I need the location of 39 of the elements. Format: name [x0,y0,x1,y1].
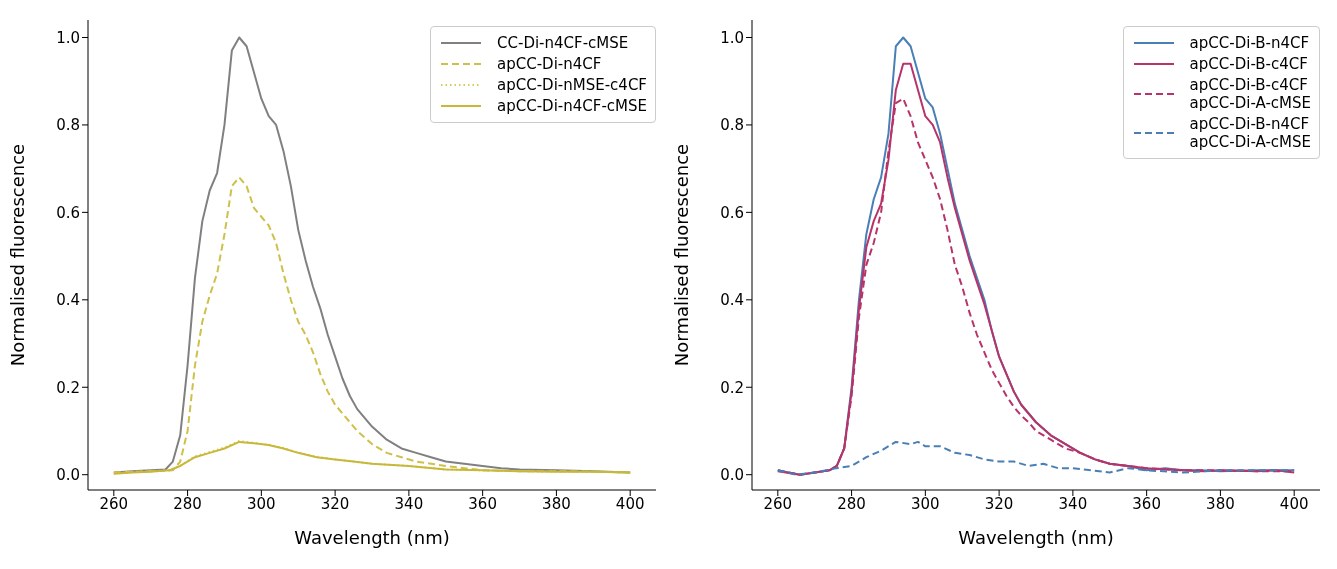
legend-label: apCC-Di-nMSE-c4CF [497,76,647,94]
x-tick-label: 300 [911,494,940,513]
y-tick-label: 0.8 [720,116,744,135]
y-tick-label: 0.8 [56,116,80,135]
y-axis-title: Normalised fluorescence [7,143,29,367]
y-tick-label: 0.0 [56,466,80,485]
legend-label: apCC-Di-B-n4CF [1189,34,1310,52]
legend-label: apCC-Di-n4CF-cMSE [497,97,647,115]
y-tick-label: 0.4 [720,291,744,310]
x-tick-label: 400 [1279,494,1309,513]
y-tick-label: 0.4 [56,291,80,310]
y-tick-label: 0.2 [720,378,744,397]
x-tick-label: 360 [1132,494,1161,513]
y-tick-label: 0.0 [720,466,744,485]
y-tick-label: 0.2 [56,378,80,397]
x-tick-label: 320 [984,494,1014,513]
legend-label: apCC-Di-B-n4CF apCC-Di-A-cMSE [1189,115,1311,151]
x-tick-label: 400 [615,494,645,513]
x-tick-label: 340 [394,494,424,513]
x-tick-label: 380 [542,494,571,513]
x-axis-title: Wavelength (nm) [958,527,1114,548]
x-tick-label: 380 [1206,494,1235,513]
x-tick-label: 320 [320,494,350,513]
y-tick-label: 0.6 [720,203,744,222]
x-tick-label: 280 [173,494,202,513]
legend-label: apCC-Di-B-c4CF [1189,55,1308,73]
y-tick-label: 1.0 [56,28,80,47]
y-axis-title: Normalised fluorescence [671,143,693,367]
y-tick-label: 1.0 [720,28,744,47]
x-tick-label: 260 [99,494,129,513]
x-axis-title: Wavelength (nm) [294,527,450,548]
x-tick-label: 260 [763,494,793,513]
x-tick-label: 300 [247,494,276,513]
x-tick-label: 340 [1058,494,1088,513]
legend-label: CC-Di-n4CF-cMSE [497,34,629,52]
legend-label: apCC-Di-n4CF [497,55,602,73]
x-tick-label: 360 [468,494,497,513]
y-tick-label: 0.6 [56,203,80,222]
x-tick-label: 280 [837,494,866,513]
